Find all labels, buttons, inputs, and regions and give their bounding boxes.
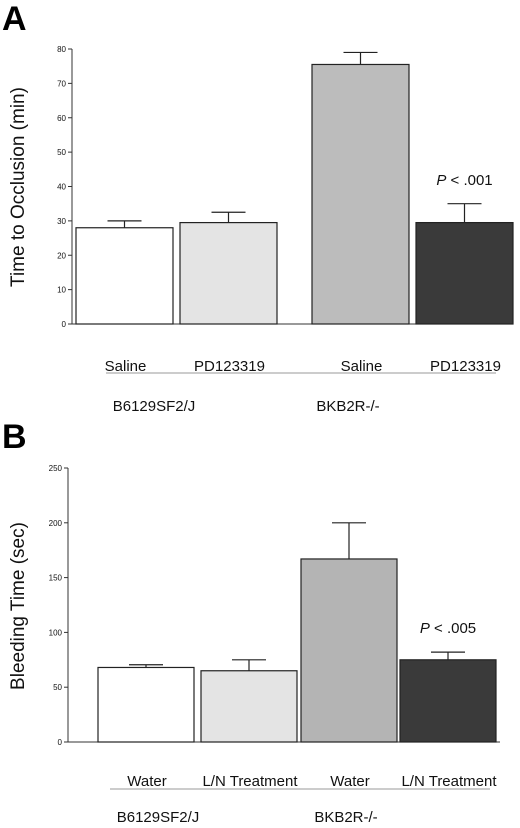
y-tick-label: 250 [49,464,63,473]
panel-a-ylabel: Time to Occlusion (min) [8,87,29,287]
bar [179,221,278,325]
panel-b-ylabel: Bleeding Time (sec) [8,522,29,690]
bar [97,666,195,743]
group-label: B6129SF2/J [113,398,196,415]
bar [200,670,298,743]
y-tick-label: 40 [57,183,66,192]
y-tick-label: 0 [58,738,63,747]
panel-b-letter: B [2,418,27,456]
y-tick-label: 150 [49,574,63,583]
bar [300,558,398,743]
significance-annotation: P < .005 [420,620,476,637]
y-tick-label: 20 [57,251,66,260]
y-tick-label: 70 [57,79,66,88]
y-tick-label: 30 [57,217,66,226]
category-label: L/N Treatment [202,773,298,790]
category-label: Saline [105,358,147,375]
category-label: L/N Treatment [401,773,497,790]
y-tick-label: 50 [53,683,62,692]
panel-b-plot: 0 50 100 150 200 250 Water L/N Treatment Water L/… [49,464,500,826]
category-label: Saline [341,358,383,375]
y-tick-label: 10 [57,286,66,295]
panel-a-plot: 0 10 20 30 40 50 60 70 80 Saline PD123319 Saline PD1… [57,45,514,415]
significance-annotation: P < .001 [436,172,492,189]
category-label: Water [330,773,369,790]
panel-a-letter: A [2,0,27,38]
group-label: BKB2R-/- [316,398,379,415]
group-label: B6129SF2/J [117,809,200,826]
bar [399,659,497,743]
y-tick-label: 60 [57,114,66,123]
y-tick-label: 200 [49,519,63,528]
category-label: Water [127,773,166,790]
group-label: BKB2R-/- [314,809,377,826]
bar [311,63,410,325]
y-tick-label: 50 [57,148,66,157]
y-tick-label: 80 [57,45,66,54]
category-label: PD123319 [194,358,265,375]
bar [75,227,174,325]
y-tick-label: 100 [49,628,63,637]
y-tick-label: 0 [62,320,67,329]
bar [415,221,514,325]
category-label: PD123319 [430,358,501,375]
